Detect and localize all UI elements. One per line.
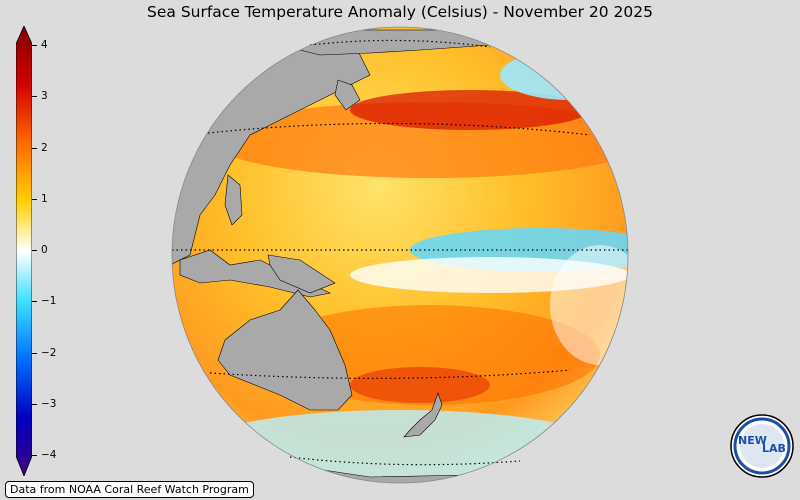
- colorbar-tick-label: −4: [41, 449, 57, 461]
- philippines-islands: [224, 174, 243, 226]
- colorbar-tick-mark: [32, 147, 37, 149]
- tasman-hot-spot: [350, 367, 490, 403]
- colorbar-tick-mark: [32, 45, 37, 46]
- colorbar-tick-label: −2: [41, 346, 57, 359]
- colorbar-tick-mark: [32, 352, 37, 354]
- data-credit: Data from NOAA Coral Reef Watch Program: [5, 481, 254, 498]
- globe-map: [171, 26, 629, 484]
- newlab-logo: NEW LAB: [730, 414, 794, 478]
- logo-text-right: LAB: [762, 442, 786, 455]
- colorbar-tick-label: −3: [41, 397, 57, 410]
- new-zealand: [403, 392, 443, 438]
- antarctic-circle: [289, 456, 521, 466]
- new-guinea: [267, 254, 336, 294]
- colorbar-tick-mark: [32, 198, 37, 200]
- colorbar-tick-mark: [32, 455, 37, 456]
- colorbar-tick-mark: [32, 301, 37, 303]
- colorbar-tick-label: 2: [41, 141, 48, 154]
- globe-outline: [171, 26, 629, 484]
- colorbar-tick-mark: [32, 96, 37, 98]
- australia: [217, 289, 353, 411]
- colorbar-tick-label: 3: [41, 90, 48, 103]
- arctic-circle: [309, 39, 491, 48]
- colorbar-tick-mark: [32, 250, 37, 251]
- logo-text-left: NEW: [738, 434, 767, 447]
- japan-islands: [334, 79, 361, 111]
- hot-spot-north: [350, 90, 590, 130]
- colorbar-tick-label: −1: [41, 295, 57, 308]
- tropic-of-capricorn: [209, 369, 571, 379]
- colorbar: [16, 26, 32, 476]
- colorbar-tick-label: 0: [41, 244, 48, 256]
- colorbar-tick-label: 1: [41, 192, 48, 205]
- colorbar-tick-mark: [32, 403, 37, 405]
- map-title: Sea Surface Temperature Anomaly (Celsius…: [147, 3, 653, 21]
- colorbar-tick-label: 4: [41, 39, 48, 51]
- southern-cool: [200, 410, 600, 480]
